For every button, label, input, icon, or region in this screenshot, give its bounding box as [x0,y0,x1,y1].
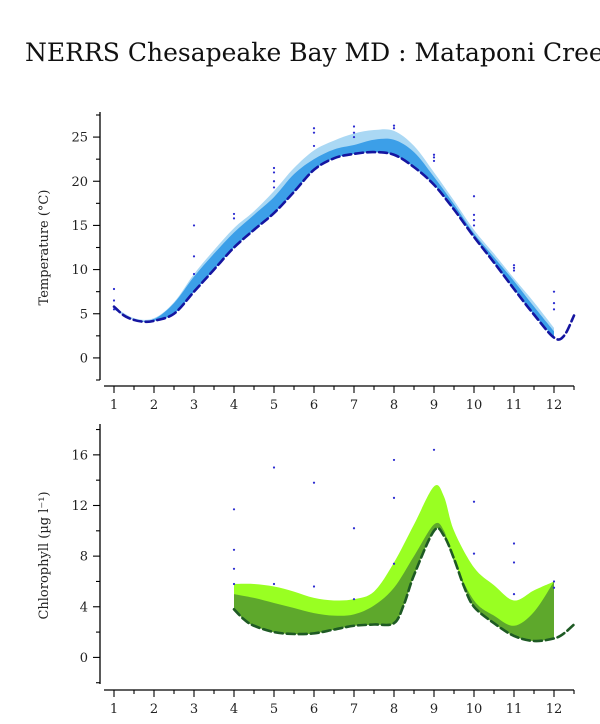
temperature-observation-point [552,302,556,305]
chlorophyll-observation-point [392,562,396,565]
chlorophyll-observation-point [512,542,516,545]
temperature-observation-point [312,127,316,130]
chlorophyll-observation-point [232,548,236,551]
y-tick-label: 5 [80,307,88,322]
y-tick-label: 15 [71,219,88,234]
y-tick-label: 16 [71,448,88,463]
temperature-observation-point [232,217,236,220]
temperature-median-line [112,150,576,341]
temperature-y-axis-title: Temperature (°C) [37,190,52,306]
chlorophyll-observation-point [272,582,276,586]
y-tick-label: 20 [71,175,88,190]
x-tick-label: 6 [310,702,318,717]
chlorophyll-observation-point [512,593,516,596]
x-tick-label: 12 [546,398,563,413]
y-tick-label: 4 [80,600,88,615]
temperature-observation-point [272,180,276,183]
temperature-observation-point [392,124,396,127]
chlorophyll-observation-point [232,582,236,586]
y-tick-label: 25 [71,131,88,146]
x-tick-label: 12 [546,702,563,717]
x-tick-label: 1 [110,398,118,413]
chlorophyll-observation-point [232,508,236,511]
temperature-observation-point [272,166,276,170]
x-tick-label: 9 [430,702,438,717]
chlorophyll-observation-point [272,466,276,469]
x-tick-label: 7 [350,398,358,413]
chlorophyll-observation-point [432,448,436,451]
y-tick-label: 8 [80,550,88,565]
temperature-observation-point [472,224,476,227]
x-tick-label: 1 [110,702,118,717]
temperature-observation-point [352,125,356,128]
page-title: NERRS Chesapeake Bay MD : Mataponi Creek [25,38,600,67]
temperature-observation-point [472,213,476,216]
chlorophyll-observation-point [312,585,316,588]
temperature-observation-point [272,186,276,189]
y-tick-label: 12 [71,499,88,514]
temperature-observation-point [432,159,436,163]
x-tick-label: 11 [506,702,523,717]
x-tick-label: 8 [390,702,398,717]
chlorophyll-observation-point [392,496,396,499]
temperature-observation-point [112,308,116,311]
temperature-observation-point [512,264,516,267]
x-tick-label: 10 [466,398,483,413]
temperature-observation-point [552,290,556,293]
temperature-observation-point [472,195,476,198]
temperature-observation-point [192,224,196,227]
chlorophyll-observation-point [552,586,556,589]
temperature-observation-point [192,255,196,258]
chlorophyll-y-axis-title: Chlorophyll (µg l⁻¹) [37,491,52,619]
chlorophyll-median-line [232,526,576,643]
chlorophyll-observation-point [552,580,556,583]
temperature-observation-point [512,269,516,272]
chlorophyll-observation-point [512,561,516,564]
y-tick-label: 0 [80,351,88,366]
temperature-observation-point [552,308,556,311]
x-tick-label: 8 [390,398,398,413]
y-tick-label: 10 [71,263,88,278]
y-tick-label: 0 [80,651,88,666]
chlorophyll-observation-point [232,567,236,570]
temperature-observation-point [112,287,116,291]
temperature-observation-point [352,131,356,134]
temperature-observation-point [432,153,436,156]
temperature-observation-point [472,219,476,222]
temperature-outer-band [114,129,554,338]
temperature-inner-band [114,138,554,338]
x-tick-label: 3 [190,398,198,413]
temperature-observation-point [312,131,316,134]
temperature-observation-point [272,171,276,174]
x-tick-label: 3 [190,702,198,717]
temperature-observation-point [392,127,396,130]
temperature-observation-point [352,135,356,139]
temperature-observation-point [432,156,436,159]
chlorophyll-observation-point [392,458,396,462]
x-tick-label: 10 [466,702,483,717]
x-tick-label: 4 [230,398,238,413]
x-tick-label: 2 [150,398,158,413]
chlorophyll-observation-point [352,527,356,530]
temperature-observation-point [232,212,236,216]
temperature-observation-point [112,299,116,302]
temperature-observation-point [192,272,196,276]
chlorophyll-observation-point [352,598,356,601]
x-tick-label: 4 [230,702,238,717]
chlorophyll-observation-point [472,552,476,555]
temperature-observation-point [312,144,316,148]
x-tick-label: 5 [270,398,278,413]
chlorophyll-observation-point [312,481,316,484]
chlorophyll-observation-point [472,500,476,503]
x-tick-label: 7 [350,702,358,717]
x-tick-label: 2 [150,702,158,717]
x-tick-label: 5 [270,702,278,717]
x-tick-label: 6 [310,398,318,413]
x-tick-label: 9 [430,398,438,413]
x-tick-label: 11 [506,398,523,413]
temperature-observation-point [512,266,516,269]
